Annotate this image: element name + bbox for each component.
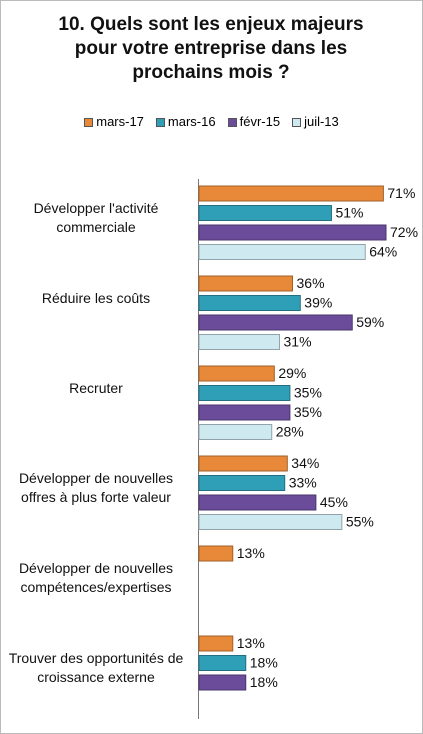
legend-swatch <box>292 118 302 127</box>
legend-item: mars-16 <box>155 114 216 129</box>
bar <box>198 334 281 350</box>
data-label: 34% <box>291 455 319 471</box>
category-label: Développer de nouvelles offres à plus fo… <box>18 469 174 505</box>
bar <box>198 475 286 491</box>
bar <box>198 404 291 421</box>
bar <box>198 185 384 202</box>
data-label: 45% <box>320 494 348 510</box>
bar <box>198 385 291 401</box>
bar <box>198 494 317 511</box>
data-label: 33% <box>289 475 317 491</box>
bar <box>198 655 247 671</box>
category-label: Développer l'activité commerciale <box>33 199 159 235</box>
data-label: 59% <box>356 314 384 330</box>
data-label: 71% <box>387 185 415 201</box>
data-label: 28% <box>276 424 304 440</box>
bar <box>198 424 273 440</box>
data-label: 18% <box>250 674 278 690</box>
legend-label: juil-13 <box>304 114 339 129</box>
bar <box>198 545 234 562</box>
chart-title: 10. Quels sont les enjeux majeurs pour v… <box>58 14 364 83</box>
bar <box>198 314 353 331</box>
bar <box>198 514 343 530</box>
legend-item: juil-13 <box>292 114 339 129</box>
data-label: 35% <box>294 404 322 420</box>
legend-label: févr-15 <box>239 114 281 129</box>
data-label: 36% <box>297 275 325 291</box>
data-label: 18% <box>250 655 278 671</box>
data-label: 13% <box>237 635 265 651</box>
legend: mars-17 mars-16 févr-15 juil-13 <box>1 114 422 129</box>
bar <box>198 224 387 241</box>
data-label: 35% <box>294 385 322 401</box>
bar <box>198 244 366 260</box>
data-label: 13% <box>237 545 265 561</box>
category-label: Recruter <box>69 379 123 396</box>
category-label: Développer de nouvelles compétences/expe… <box>18 559 174 595</box>
legend-swatch <box>84 118 94 127</box>
data-label: 55% <box>346 514 374 530</box>
data-label: 39% <box>304 295 332 311</box>
data-label: 31% <box>284 334 312 350</box>
bar <box>198 455 288 472</box>
legend-item: févr-15 <box>227 114 281 129</box>
bar <box>198 635 234 652</box>
bar <box>198 275 293 292</box>
legend-swatch <box>227 118 237 127</box>
bar <box>198 205 332 221</box>
legend-item: mars-17 <box>84 114 144 129</box>
bar <box>198 365 275 382</box>
category-label: Réduire les coûts <box>41 289 151 306</box>
bar <box>198 295 301 311</box>
bar <box>198 674 247 691</box>
data-label: 51% <box>335 205 363 221</box>
legend-swatch <box>155 118 165 127</box>
data-label: 72% <box>390 224 418 240</box>
data-label: 29% <box>278 365 306 381</box>
data-label: 64% <box>369 244 397 260</box>
legend-label: mars-16 <box>167 114 216 129</box>
category-label: Trouver des opportunités de croissance e… <box>8 649 184 685</box>
legend-label: mars-17 <box>96 114 144 129</box>
